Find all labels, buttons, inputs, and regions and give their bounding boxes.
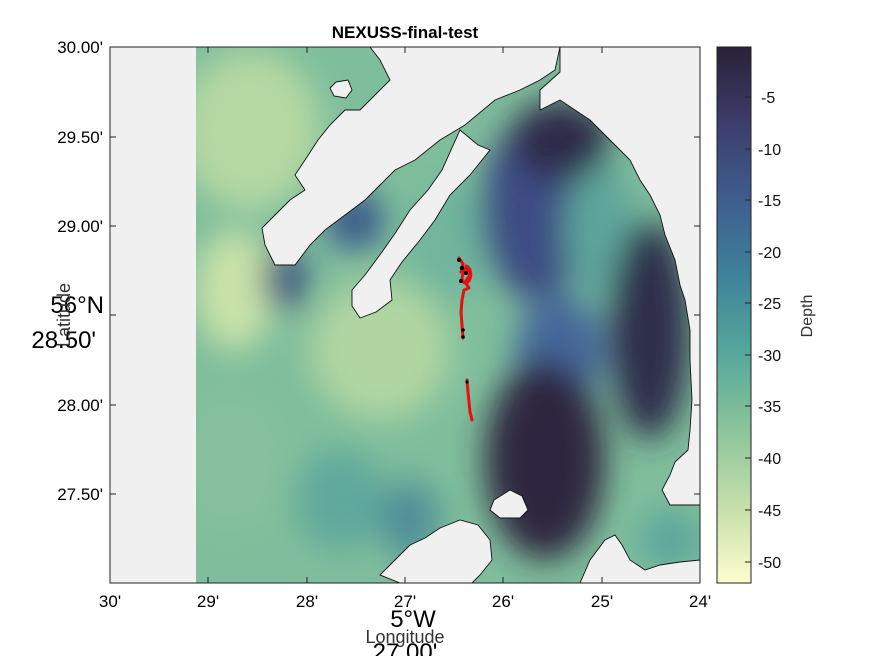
vehicle-track	[457, 256, 474, 422]
track-north-segment	[457, 256, 472, 340]
x-tick-label: 28'	[296, 592, 318, 611]
land-southwest	[379, 519, 493, 583]
colorbar-tick-label: -30	[758, 348, 781, 365]
colorbar-tick-label: -10	[758, 142, 781, 159]
waypoints	[457, 258, 469, 384]
colorbar-gradient	[716, 46, 752, 584]
land-northwest-arm	[261, 47, 561, 266]
track-south-segment	[465, 378, 474, 422]
waypoint	[459, 265, 465, 271]
map-title: NEXUSS-final-test	[332, 23, 479, 42]
colorbar-tick-label: -45	[758, 503, 781, 520]
x-axis	[109, 47, 701, 583]
colorbar-tick-label: -5	[761, 90, 775, 107]
x-axis-label: Longitude	[365, 627, 444, 647]
y-tick-label: 28.00'	[57, 396, 103, 415]
colorbar-label: Depth	[799, 295, 816, 338]
colorbar-tick-labels: -5 -10 -15 -20 -25 -30 -35 -40 -45 -50	[758, 90, 781, 572]
y-tick-label: 29.50'	[57, 128, 103, 147]
x-overlap-label: 27.00'	[373, 639, 438, 656]
colorbar-tick-label: -50	[758, 555, 781, 572]
land-north	[370, 47, 700, 506]
track-loop	[460, 264, 473, 285]
land-central-spit	[351, 129, 491, 319]
colorbar-tick-label: -15	[758, 193, 781, 210]
colorbar-ticks	[745, 96, 751, 563]
no-data-west	[110, 47, 196, 583]
island-north	[329, 79, 353, 99]
y-tick-labels: 30.00' 29.50' 29.00' 28.00' 27.50'	[57, 38, 103, 504]
waypoint	[464, 271, 468, 275]
colorbar: -5 -10 -15 -20 -25 -30 -35 -40 -45 -50 D…	[716, 46, 816, 584]
x-tick-label: 24'	[689, 592, 711, 611]
waypoint	[457, 258, 461, 262]
waypoint	[459, 279, 463, 283]
x-tick-label: 26'	[492, 592, 514, 611]
land-areas	[110, 47, 700, 583]
y-overlap-label: 28.50'	[31, 327, 96, 354]
land-southeast	[579, 534, 700, 583]
y-degree-label: 56°N	[50, 292, 104, 319]
y-axis-label: Latitude	[54, 283, 74, 347]
colorbar-tick-label: -35	[758, 399, 781, 416]
x-tick-label: 27'	[394, 592, 416, 611]
y-tick-label: 29.00'	[57, 217, 103, 236]
waypoint	[461, 328, 465, 332]
y-tick-label: 27.50'	[57, 485, 103, 504]
colorbar-tick-label: -25	[758, 296, 781, 313]
waypoint	[461, 335, 465, 339]
x-degree-label: 5°W	[390, 606, 436, 633]
y-axis	[110, 46, 700, 495]
colorbar-tick-label: -20	[758, 245, 781, 262]
x-tick-label: 30'	[99, 592, 121, 611]
island-south	[489, 489, 529, 519]
x-tick-labels: 30' 29' 28' 27' 26' 25' 24'	[99, 592, 711, 611]
waypoint	[465, 380, 469, 384]
y-tick-label: 30.00'	[57, 38, 103, 57]
colorbar-tick-label: -40	[758, 451, 781, 468]
x-tick-label: 25'	[591, 592, 613, 611]
bathymetry-map	[110, 47, 700, 583]
x-tick-label: 29'	[197, 592, 219, 611]
